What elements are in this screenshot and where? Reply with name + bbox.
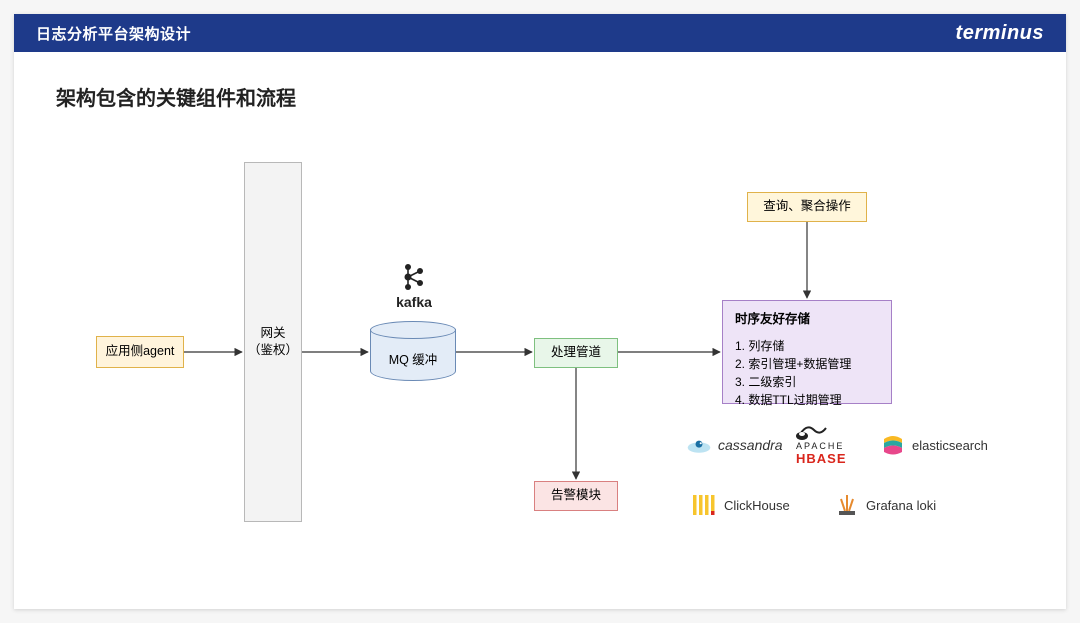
node-agent: 应用侧agent [96, 336, 184, 368]
hbase-label-bottom: HBASE [796, 452, 847, 466]
kafka-label: kafka [374, 294, 454, 310]
loki-label: Grafana loki [866, 498, 936, 513]
node-mq: MQ 缓冲 [370, 321, 456, 383]
slide-header: 日志分析平台架构设计 terminus [14, 14, 1066, 52]
loki-icon [834, 492, 860, 518]
logo-loki: Grafana loki [834, 492, 936, 518]
cassandra-icon [686, 432, 712, 458]
storage-item: 3. 二级索引 [735, 373, 851, 391]
logo-elasticsearch: elasticsearch [880, 432, 988, 458]
node-query-label: 查询、聚合操作 [763, 198, 851, 216]
slide-subtitle: 架构包含的关键组件和流程 [56, 82, 296, 111]
kafka-icon [400, 262, 426, 298]
logo-cassandra: cassandra [686, 432, 783, 458]
node-gateway-label: 网关 （鉴权） [248, 325, 298, 360]
node-query: 查询、聚合操作 [747, 192, 867, 222]
node-mq-label: MQ 缓冲 [370, 349, 456, 368]
node-storage-list: 1. 列存储 2. 索引管理+数据管理 3. 二级索引 4. 数据TTL过期管理 [735, 337, 851, 409]
header-brand: terminus [956, 22, 1044, 45]
slide: 日志分析平台架构设计 terminus 架构包含的关键组件和流程 应用侧agen… [14, 14, 1066, 609]
elasticsearch-label: elasticsearch [912, 438, 988, 453]
node-storage: 时序友好存储 1. 列存储 2. 索引管理+数据管理 3. 二级索引 4. 数据… [722, 300, 892, 404]
clickhouse-icon [692, 492, 718, 518]
elasticsearch-icon [880, 432, 906, 458]
node-storage-title: 时序友好存储 [735, 311, 810, 329]
node-pipeline: 处理管道 [534, 338, 618, 368]
storage-item: 4. 数据TTL过期管理 [735, 391, 851, 409]
node-agent-label: 应用侧agent [106, 343, 175, 361]
cassandra-label: cassandra [718, 437, 783, 453]
node-alert-label: 告警模块 [551, 487, 601, 505]
storage-item: 2. 索引管理+数据管理 [735, 355, 851, 373]
node-alert: 告警模块 [534, 481, 618, 511]
clickhouse-label: ClickHouse [724, 498, 790, 513]
logo-hbase: APACHE HBASE [796, 428, 847, 466]
storage-item: 1. 列存储 [735, 337, 851, 355]
node-pipeline-label: 处理管道 [551, 344, 601, 362]
node-gateway: 网关 （鉴权） [244, 162, 302, 522]
header-title: 日志分析平台架构设计 [36, 23, 191, 44]
logo-clickhouse: ClickHouse [692, 492, 790, 518]
hbase-icon [792, 420, 828, 442]
